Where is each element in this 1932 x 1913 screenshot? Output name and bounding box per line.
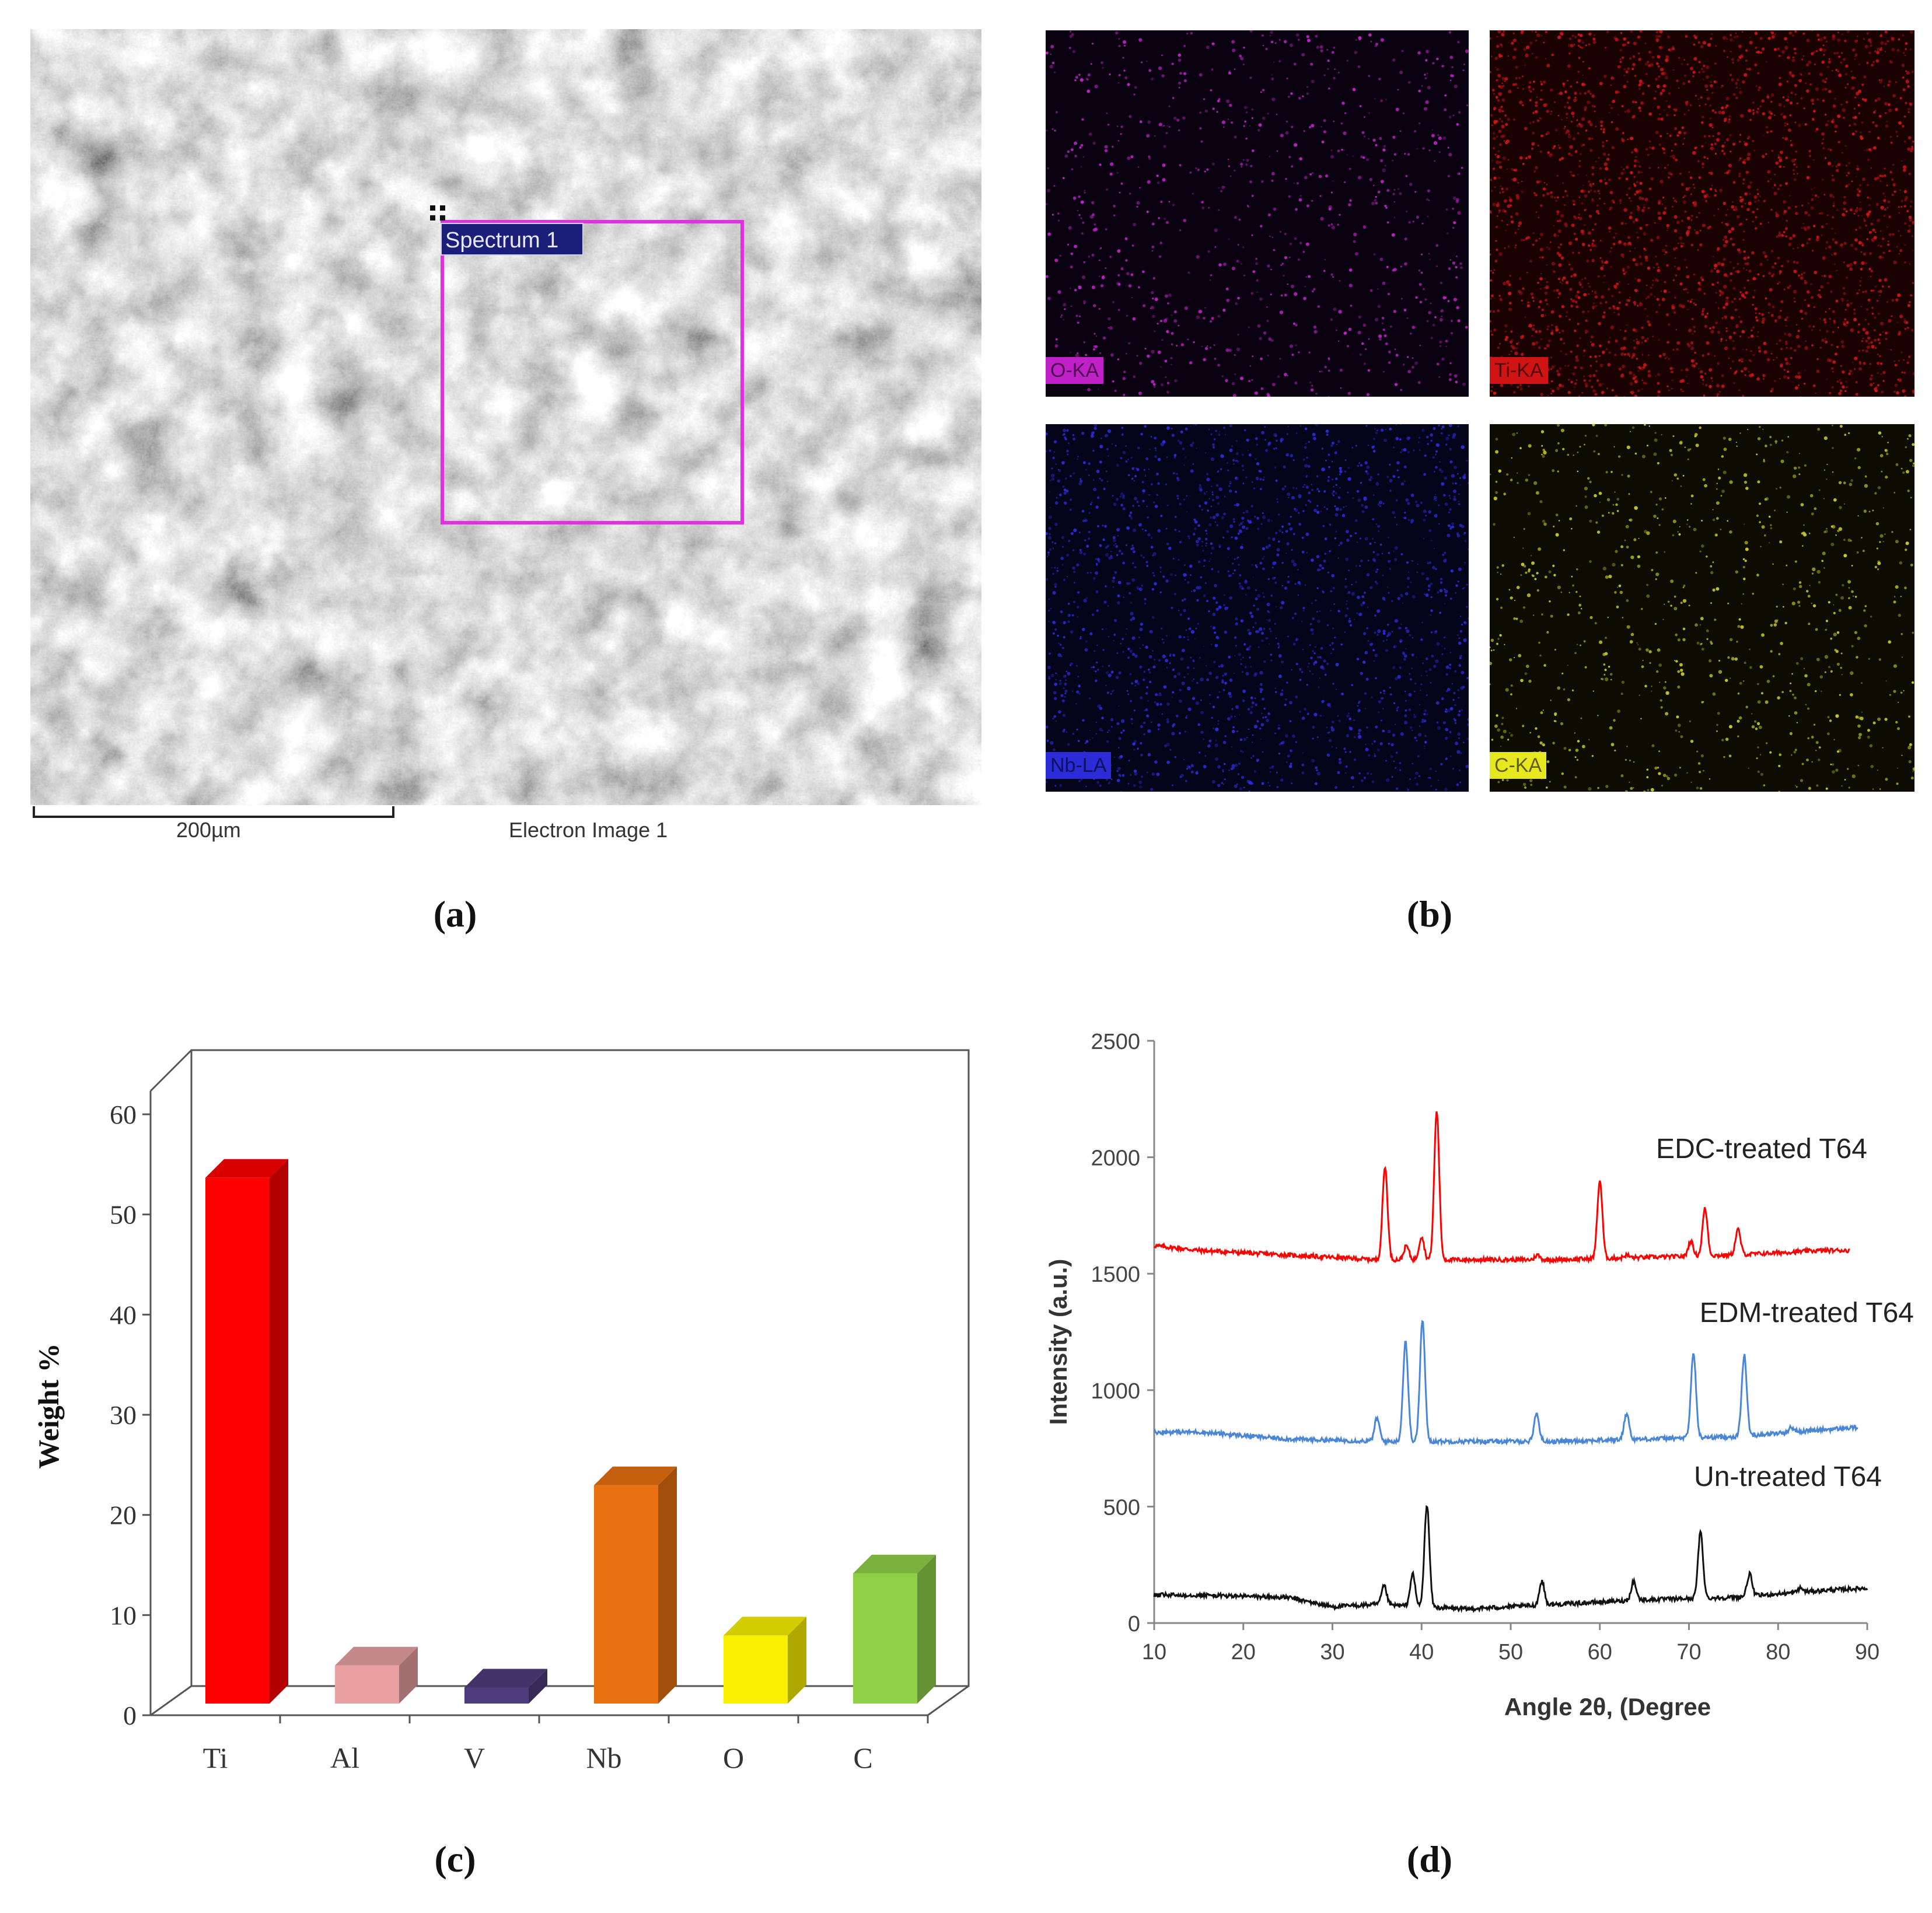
x-tick-label: 70 <box>1676 1640 1701 1664</box>
x-tick-label: 10 <box>1142 1640 1166 1664</box>
y-axis-label: Intensity (a.u.) <box>1044 1259 1072 1425</box>
caption-d: (d) <box>1406 1838 1453 1880</box>
x-tick-label: 20 <box>1231 1640 1256 1664</box>
x-axis-label: Angle 2θ, (Degree <box>1504 1693 1711 1720</box>
y-tick-label: 40 <box>110 1300 137 1330</box>
eds-map-titanium: Ti-KA <box>1490 30 1914 397</box>
xrd-series-line <box>1153 1320 1858 1447</box>
xrd-line-chart: 10 20 30 40 50 60 70 80 90 0 500 1000 1500 2000 2500 E… <box>1027 992 1932 1785</box>
y-tick-label: 1000 <box>1091 1379 1140 1404</box>
y-tick-label: 1500 <box>1091 1262 1140 1287</box>
caption-b: (b) <box>1406 893 1453 935</box>
bar-o <box>724 1617 806 1704</box>
x-tick-label: 50 <box>1498 1640 1523 1664</box>
eds-map-oxygen: O-KA <box>1046 30 1469 397</box>
y-tick-label: 2000 <box>1091 1146 1140 1171</box>
eds-map-label: Ti-KA <box>1490 357 1548 384</box>
series-label: EDM-treated T64 <box>1700 1298 1914 1328</box>
y-tick-label: 30 <box>110 1400 137 1430</box>
x-tick-label: V <box>464 1741 485 1774</box>
x-tick-label: O <box>723 1741 744 1774</box>
x-tick-label: 30 <box>1320 1640 1344 1664</box>
region-handle-icon[interactable] <box>429 204 446 222</box>
y-axis-label: Weight % <box>32 1343 65 1468</box>
x-tick-label: 90 <box>1855 1640 1879 1664</box>
spectrum-label: Spectrum 1 <box>441 223 584 256</box>
xrd-series-line <box>1153 1505 1868 1614</box>
bar-v <box>464 1669 547 1704</box>
y-tick-label: 2500 <box>1091 1030 1140 1054</box>
series-label: EDC-treated T64 <box>1656 1134 1867 1164</box>
y-tick-label: 20 <box>110 1501 137 1530</box>
x-tick-label: 40 <box>1409 1640 1434 1664</box>
eds-map-label: Nb-LA <box>1046 752 1112 779</box>
y-tick-label: 0 <box>123 1701 137 1730</box>
x-tick-label: Nb <box>586 1741 621 1774</box>
x-tick-label: 80 <box>1766 1640 1790 1664</box>
x-tick-label: C <box>853 1741 872 1774</box>
scale-bar-label: 200µm <box>176 818 241 842</box>
eds-map-niobium: Nb-LA <box>1046 424 1469 792</box>
sem-electron-image <box>30 29 981 805</box>
series-label: Un-treated T64 <box>1694 1461 1882 1492</box>
bar-c <box>853 1554 936 1704</box>
y-tick-label: 0 <box>1128 1612 1140 1636</box>
bar-ti <box>205 1159 288 1704</box>
y-tick-label: 60 <box>110 1100 137 1129</box>
bar-al <box>335 1646 418 1704</box>
electron-image-label: Electron Image 1 <box>509 818 668 842</box>
xrd-series-line <box>1154 1111 1850 1265</box>
weight-bar-chart: 0 10 20 30 40 50 60 Ti Al V Nb O C Weight % <box>0 992 992 1785</box>
x-tick-label: 60 <box>1588 1640 1612 1664</box>
caption-c: (c) <box>434 1838 476 1880</box>
eds-map-label: O-KA <box>1046 357 1104 384</box>
eds-map-label: C-KA <box>1490 752 1547 779</box>
y-tick-label: 50 <box>110 1200 137 1230</box>
bar-nb <box>594 1466 677 1704</box>
y-tick-label: 10 <box>110 1600 137 1630</box>
x-tick-label: Ti <box>203 1741 228 1774</box>
caption-a: (a) <box>433 893 477 935</box>
sem-footer: 200µm Electron Image 1 <box>30 805 981 846</box>
scale-bar <box>33 806 394 818</box>
eds-map-carbon: C-KA <box>1490 424 1914 792</box>
spectrum-region-box[interactable] <box>441 220 744 524</box>
y-tick-label: 500 <box>1103 1495 1140 1520</box>
x-tick-label: Al <box>330 1741 359 1774</box>
